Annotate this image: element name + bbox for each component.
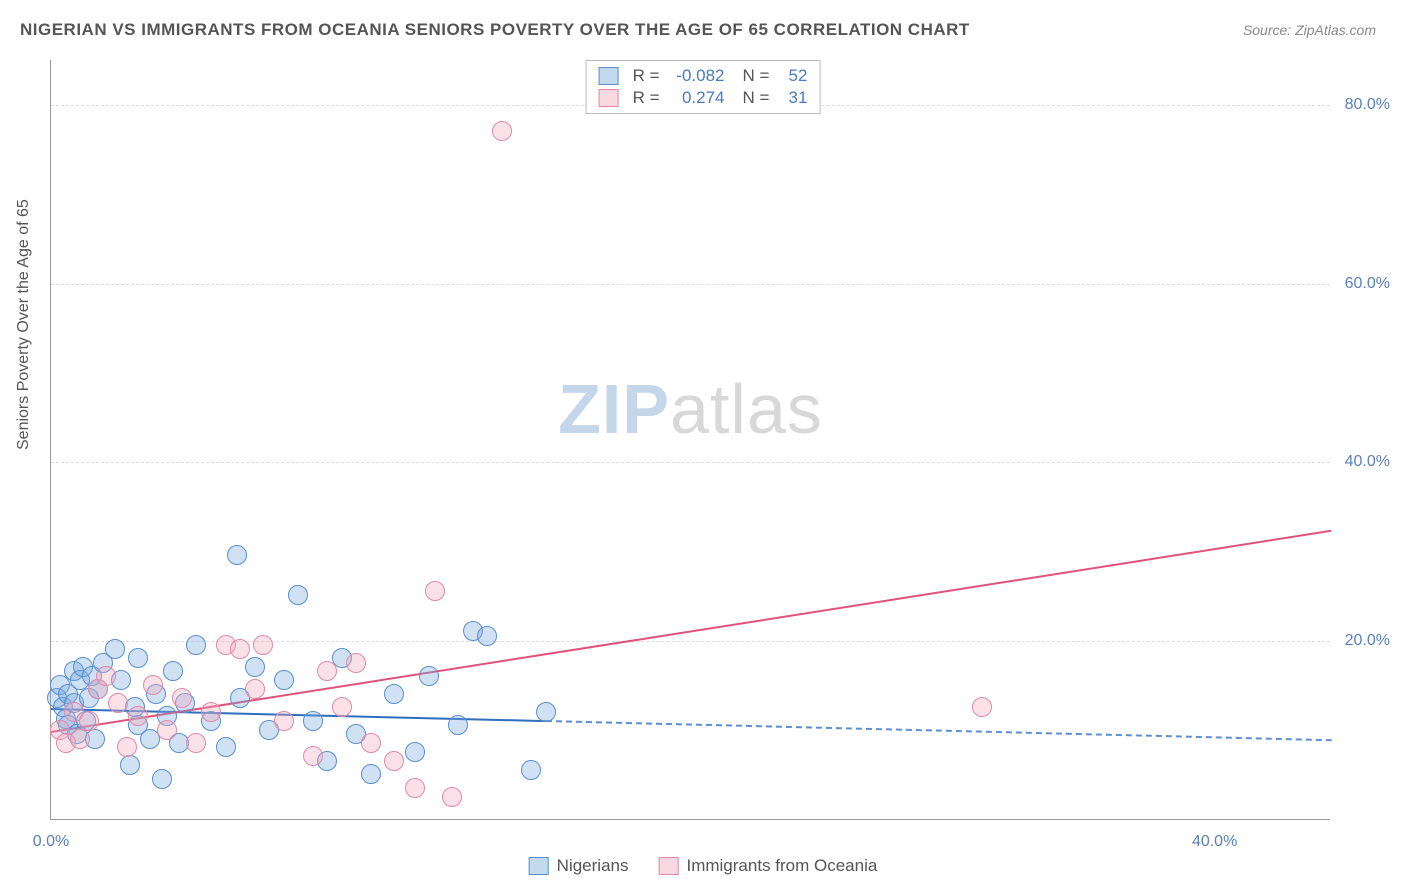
y-tick-label: 40.0% (1345, 453, 1390, 471)
swatch-icon (529, 857, 549, 875)
data-point (96, 666, 116, 686)
data-point (303, 746, 323, 766)
y-tick-label: 20.0% (1345, 632, 1390, 650)
data-point (152, 769, 172, 789)
data-point (245, 679, 265, 699)
n-label: N = (743, 88, 770, 108)
data-point (274, 711, 294, 731)
legend-label: Immigrants from Oceania (686, 856, 877, 876)
data-point (346, 653, 366, 673)
swatch-icon (658, 857, 678, 875)
grid-line (51, 284, 1330, 285)
data-point (201, 702, 221, 722)
data-point (245, 657, 265, 677)
swatch-icon (599, 89, 619, 107)
data-point (108, 693, 128, 713)
data-point (972, 697, 992, 717)
data-point (186, 635, 206, 655)
legend-row-oceania: R = 0.274 N = 31 (599, 87, 808, 109)
data-point (492, 121, 512, 141)
data-point (227, 545, 247, 565)
x-tick-label: 0.0% (33, 833, 69, 851)
legend-item-oceania: Immigrants from Oceania (658, 856, 877, 876)
n-value: 52 (779, 66, 807, 86)
data-point (288, 585, 308, 605)
data-point (70, 729, 90, 749)
data-point (128, 648, 148, 668)
trend-line (546, 720, 1332, 741)
data-point (172, 688, 192, 708)
data-point (384, 751, 404, 771)
data-point (419, 666, 439, 686)
data-point (186, 733, 206, 753)
data-point (163, 661, 183, 681)
data-point (477, 626, 497, 646)
legend-item-nigerians: Nigerians (529, 856, 629, 876)
plot-area: ZIPatlas 20.0%40.0%60.0%80.0%0.0%40.0% (50, 60, 1330, 820)
x-tick-label: 40.0% (1192, 833, 1237, 851)
data-point (274, 670, 294, 690)
correlation-legend: R = -0.082 N = 52 R = 0.274 N = 31 (586, 60, 821, 114)
data-point (128, 706, 148, 726)
data-point (442, 787, 462, 807)
data-point (317, 661, 337, 681)
swatch-icon (599, 67, 619, 85)
data-point (105, 639, 125, 659)
data-point (79, 711, 99, 731)
y-tick-label: 80.0% (1345, 96, 1390, 114)
data-point (361, 764, 381, 784)
chart-title: NIGERIAN VS IMMIGRANTS FROM OCEANIA SENI… (20, 20, 970, 40)
n-value: 31 (779, 88, 807, 108)
r-value: 0.274 (670, 88, 725, 108)
grid-line (51, 462, 1330, 463)
data-point (536, 702, 556, 722)
data-point (425, 581, 445, 601)
data-point (303, 711, 323, 731)
watermark: ZIPatlas (558, 369, 823, 449)
r-label: R = (633, 88, 660, 108)
y-tick-label: 60.0% (1345, 275, 1390, 293)
data-point (332, 697, 352, 717)
legend-label: Nigerians (557, 856, 629, 876)
series-legend: Nigerians Immigrants from Oceania (529, 856, 878, 876)
data-point (230, 639, 250, 659)
data-point (117, 737, 137, 757)
y-axis-label: Seniors Poverty Over the Age of 65 (15, 199, 33, 450)
data-point (521, 760, 541, 780)
source-attribution: Source: ZipAtlas.com (1243, 22, 1376, 38)
data-point (361, 733, 381, 753)
data-point (384, 684, 404, 704)
data-point (448, 715, 468, 735)
data-point (405, 778, 425, 798)
data-point (120, 755, 140, 775)
data-point (157, 720, 177, 740)
n-label: N = (743, 66, 770, 86)
data-point (405, 742, 425, 762)
r-label: R = (633, 66, 660, 86)
r-value: -0.082 (670, 66, 725, 86)
data-point (216, 737, 236, 757)
legend-row-nigerians: R = -0.082 N = 52 (599, 65, 808, 87)
data-point (253, 635, 273, 655)
data-point (143, 675, 163, 695)
